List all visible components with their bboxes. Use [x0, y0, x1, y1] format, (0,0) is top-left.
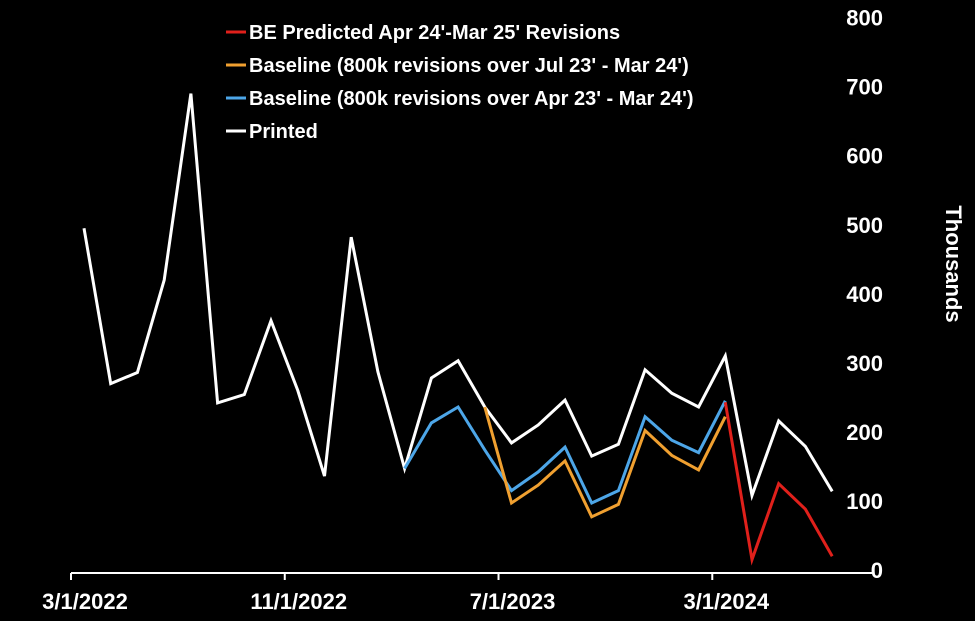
y-tick-label: 200: [846, 420, 883, 445]
y-tick-label: 400: [846, 282, 883, 307]
y-tick-label: 0: [871, 558, 883, 583]
y-tick-label: 600: [846, 144, 883, 169]
legend-label: BE Predicted Apr 24'-Mar 25' Revisions: [249, 22, 620, 44]
legend: BE Predicted Apr 24'-Mar 25' Revisions Ba…: [226, 22, 694, 143]
x-tick-label: 7/1/2023: [470, 589, 556, 614]
y-axis-title: Thousands: [941, 205, 966, 322]
series-line-2: [403, 400, 727, 505]
x-tick-label: 3/1/2024: [683, 589, 769, 614]
series-line-1: [483, 406, 727, 519]
series-layer: [82, 93, 834, 566]
y-tick-label: 800: [846, 6, 883, 31]
y-tick-label: 300: [846, 351, 883, 376]
series-line-3: [82, 93, 834, 502]
series-line-0: [723, 401, 834, 566]
y-tick-label: 500: [846, 213, 883, 238]
y-tick-label: 100: [846, 489, 883, 514]
x-tick-label: 11/1/2022: [250, 589, 347, 614]
legend-label: Baseline (800k revisions over Jul 23' - …: [249, 55, 689, 77]
y-tick-label: 700: [846, 75, 883, 100]
legend-label: Baseline (800k revisions over Apr 23' - …: [249, 88, 694, 110]
y-axis: 0 100 200 300 400 500 600 700 800: [846, 6, 883, 583]
x-axis: 3/1/2022 11/1/2022 7/1/2023 3/1/2024: [42, 572, 873, 614]
x-tick-label: 3/1/2022: [42, 589, 128, 614]
legend-label: Printed: [249, 121, 318, 143]
